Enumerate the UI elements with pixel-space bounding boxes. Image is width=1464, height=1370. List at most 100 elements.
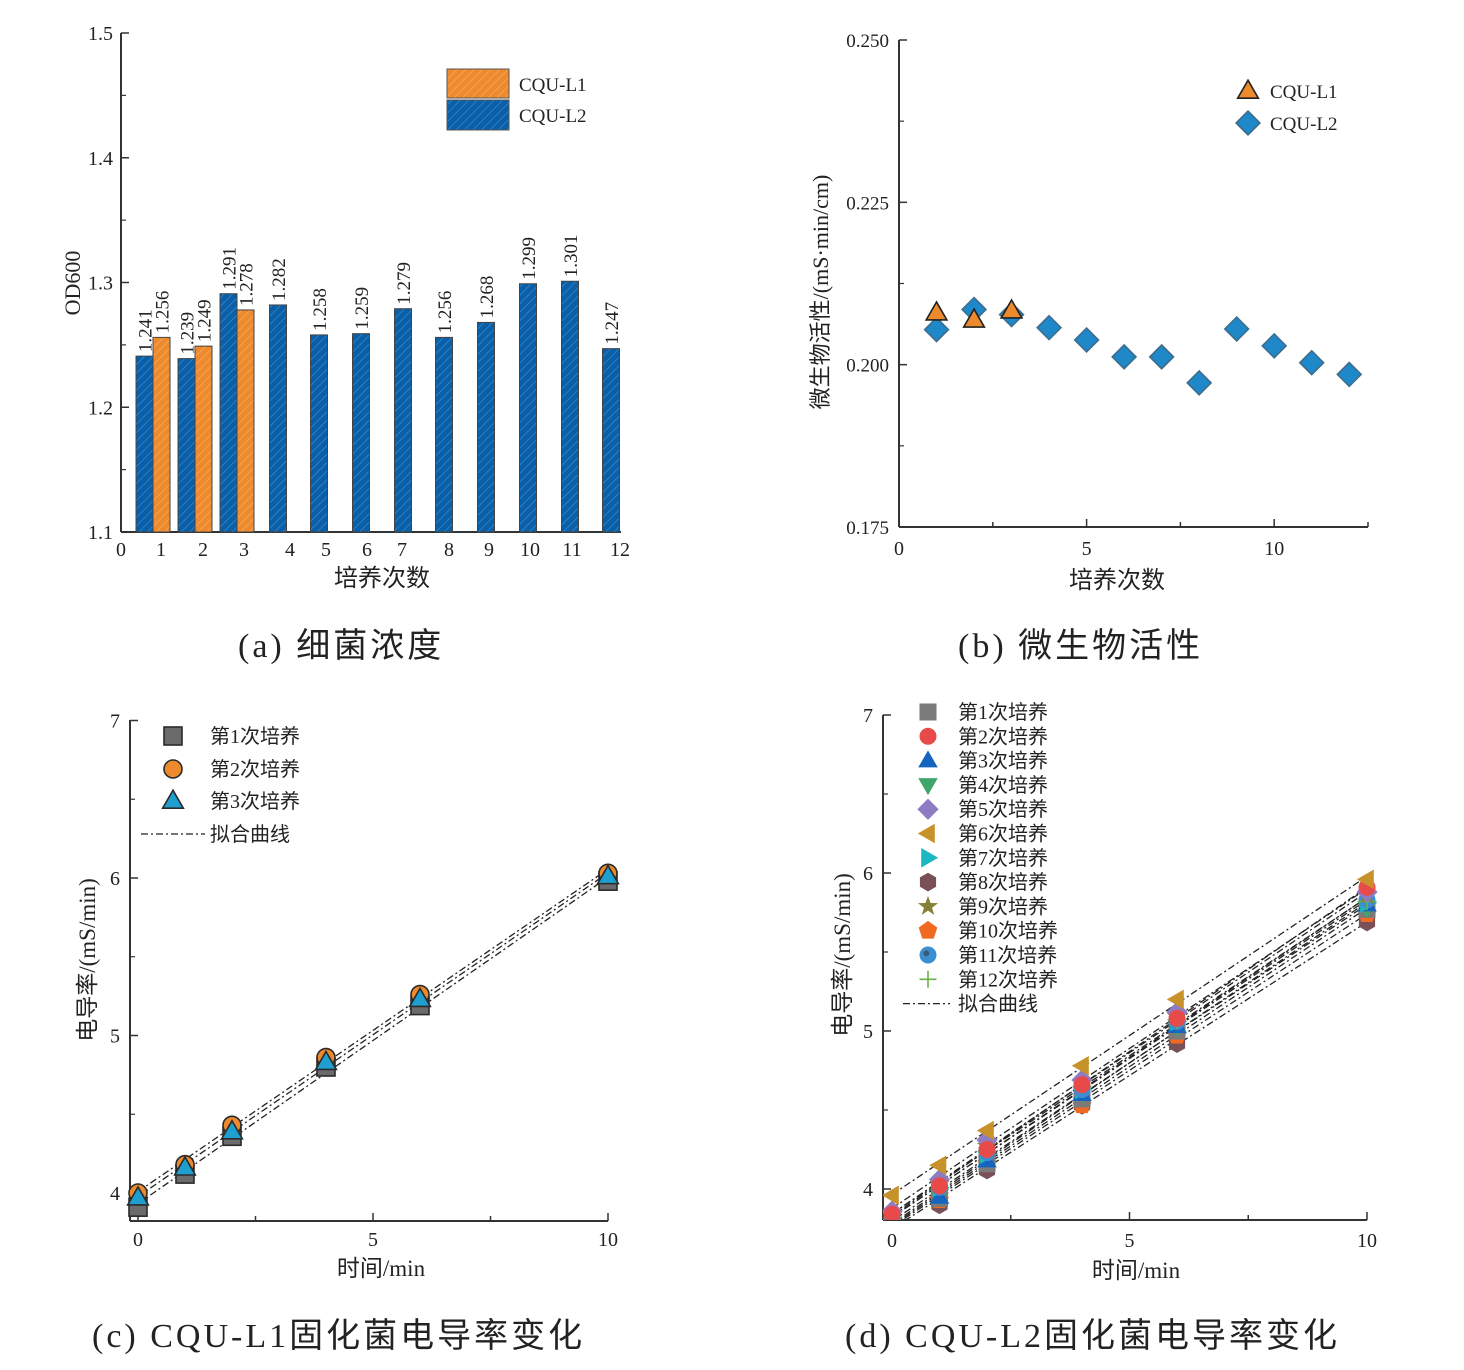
legend-label: 第5次培养 <box>958 798 1048 821</box>
legend-swatch-cqu-l2 <box>446 99 510 131</box>
y-tick-label: 6 <box>863 863 873 885</box>
data-point <box>929 1155 947 1176</box>
point-cqu-l2 <box>923 316 950 343</box>
x-tick-label: 9 <box>484 539 494 561</box>
x-tick-label: 0 <box>894 538 904 560</box>
caption-c: (c) CQU-L1固化菌电导率变化 <box>92 1318 586 1355</box>
legend-label-fit: 拟合曲线 <box>210 823 290 846</box>
x-tick-label: 0 <box>133 1229 143 1251</box>
fit-line <box>898 907 1368 1220</box>
fit-line <box>891 875 1368 1196</box>
y-axis-title: 电导率/(mS/min) <box>830 873 855 1037</box>
x-tick-label: 5 <box>368 1229 378 1251</box>
bar-label-cqu-l2: 1.258 <box>310 288 331 331</box>
legend-marker <box>163 759 183 779</box>
legend-marker <box>161 788 185 809</box>
data-point <box>408 986 432 1008</box>
chart-b-microbial-activity: 0.175 0.200 0.225 0.250 0 5 10 微生物活性/(mS·min/cm… <box>808 31 1369 594</box>
y-tick-label: 5 <box>863 1021 873 1043</box>
point-cqu-l2 <box>1073 326 1100 353</box>
legend-label: 第4次培养 <box>958 774 1048 797</box>
bar-label-cqu-l2: 1.299 <box>519 237 540 280</box>
bar-label-cqu-l1: 1.249 <box>195 299 216 342</box>
caption-a: (a) 细菌浓度 <box>238 628 445 665</box>
legend-label-cqu-l2: CQU-L2 <box>1270 114 1338 135</box>
data-point <box>1071 1055 1089 1076</box>
x-tick-label: 1 <box>156 539 166 561</box>
y-tick-label: 1.3 <box>88 273 113 295</box>
legend-label: 第7次培养 <box>958 847 1048 870</box>
x-axis-title: 时间/min <box>1092 1258 1181 1283</box>
point-cqu-l2 <box>1223 315 1250 342</box>
legend-label-cqu-l1: CQU-L1 <box>519 75 587 96</box>
point-cqu-l2 <box>1111 343 1138 370</box>
caption-b: (b) 微生物活性 <box>958 628 1204 665</box>
fit-line <box>891 891 1368 1215</box>
bar-cqu-l2 <box>177 358 196 533</box>
x-tick-label: 5 <box>321 539 331 561</box>
x-tick-label: 8 <box>444 539 454 561</box>
bar-label-cqu-l2: 1.279 <box>394 262 415 305</box>
y-tick-label: 4 <box>110 1183 120 1205</box>
x-axis-title: 培养次数 <box>1069 567 1165 594</box>
legend-label: 第9次培养 <box>958 895 1048 918</box>
x-axis-title: 培养次数 <box>334 565 430 592</box>
fit-line <box>904 921 1368 1220</box>
bar-cqu-l2 <box>394 308 412 533</box>
point-cqu-l2 <box>1186 369 1213 396</box>
y-tick-label: 0.250 <box>846 31 889 52</box>
chart-a-bacteria-concentration: 1.11.21.31.41.50 1 2 3 4 5 6 7 8 9 10 11 121.2411.25… <box>60 23 630 592</box>
bar-label-cqu-l1: 1.256 <box>153 291 174 334</box>
legend-marker <box>919 703 937 721</box>
bar-cqu-l2 <box>135 355 154 533</box>
bar-label-cqu-l2: 1.301 <box>561 235 582 278</box>
y-tick-label: 7 <box>110 711 120 733</box>
data-point <box>1073 1076 1091 1094</box>
data-point <box>314 1049 338 1071</box>
data-point <box>220 1119 244 1140</box>
data-point <box>931 1177 948 1195</box>
legend-label: 第10次培养 <box>958 920 1058 943</box>
data-point <box>883 1205 901 1220</box>
data-point <box>1356 869 1374 890</box>
data-point <box>596 864 620 885</box>
x-tick-label: 3 <box>239 539 249 561</box>
x-axis-title: 时间/min <box>337 1256 426 1281</box>
bar-cqu-l2 <box>602 348 620 533</box>
x-tick-label: 10 <box>1357 1230 1377 1252</box>
bar-cqu-l2 <box>435 336 453 533</box>
x-tick-label: 7 <box>397 539 407 561</box>
point-cqu-l1 <box>962 307 986 328</box>
legend-marker <box>919 727 937 745</box>
legend-marker <box>918 920 938 939</box>
legend-marker <box>918 778 938 796</box>
legend-label: 第2次培养 <box>958 725 1048 748</box>
legend-label: 第2次培养 <box>210 758 300 781</box>
fit-line <box>901 913 1368 1220</box>
point-cqu-l2 <box>1298 349 1325 376</box>
legend-label-fit: 拟合曲线 <box>958 993 1038 1016</box>
bar-cqu-l2 <box>269 304 287 533</box>
data-point <box>1166 989 1184 1010</box>
y-tick-label: 0.175 <box>846 518 889 539</box>
point-cqu-l1 <box>999 298 1024 319</box>
x-tick-label: 2 <box>198 539 208 561</box>
legend-label: 第12次培养 <box>958 968 1058 991</box>
legend-label-cqu-l2: CQU-L2 <box>519 106 587 127</box>
point-cqu-l1 <box>924 300 949 321</box>
legend-marker <box>918 750 938 768</box>
point-cqu-l2 <box>1148 343 1175 370</box>
fit-line <box>137 868 609 1193</box>
bar-cqu-l2 <box>219 293 238 533</box>
legend-label: 第3次培养 <box>210 790 300 813</box>
y-tick-label: 0.225 <box>846 193 889 214</box>
point-cqu-l2 <box>1336 361 1363 388</box>
legend-marker-cqu-l2 <box>1234 109 1262 137</box>
legend-marker <box>917 798 939 820</box>
legend-label: 第6次培养 <box>958 823 1048 846</box>
y-tick-label: 1.2 <box>88 397 113 419</box>
plot-area <box>883 869 1378 1220</box>
data-point <box>883 1185 899 1206</box>
chart-d-l2-conductivity: 4 5 6 7 0 5 10 第1次培养第2次培养第3次培养第4次培养第5次培养第6次培养第7… <box>830 701 1378 1283</box>
bar-cqu-l2 <box>477 321 495 533</box>
